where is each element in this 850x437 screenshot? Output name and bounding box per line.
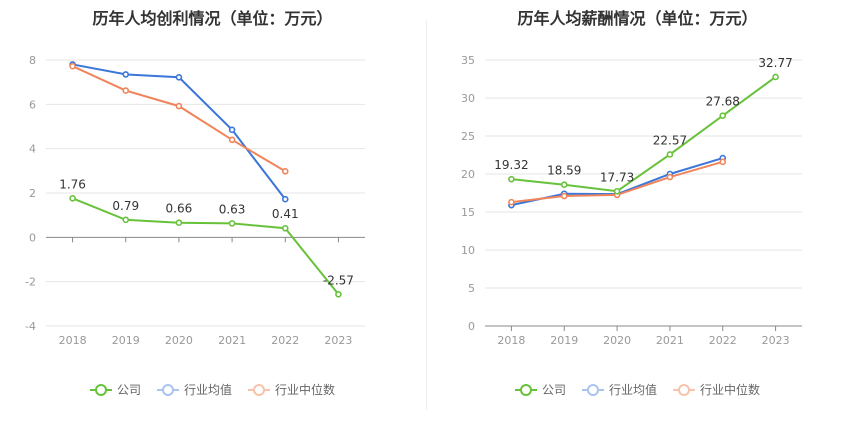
x-tick-label: 2021 — [218, 334, 246, 347]
data-label: 27.68 — [706, 95, 740, 109]
series-line — [72, 197, 340, 295]
legend-marker-icon — [514, 383, 537, 396]
data-label: 22.57 — [653, 133, 687, 147]
data-point — [508, 198, 515, 206]
legend-marker-icon — [581, 383, 604, 396]
y-tick-label: 20 — [461, 168, 475, 181]
data-point — [122, 216, 130, 224]
y-tick-label: -2 — [25, 276, 36, 289]
chart-legend: 公司 行业均值 行业中位数 — [0, 381, 425, 398]
data-point — [228, 126, 236, 134]
data-point — [560, 192, 568, 200]
profit-chart-panel: 历年人均创利情况（单位：万元） -4 -2 0 2 4 6 8 2018 2019 2020 202… — [0, 9, 425, 398]
data-point — [560, 181, 568, 189]
data-point — [613, 187, 621, 195]
legend-label: 公司 — [116, 383, 141, 397]
data-point — [175, 73, 183, 81]
data-point — [666, 151, 674, 158]
legend-marker-icon — [248, 383, 270, 396]
y-tick-label: 5 — [468, 282, 475, 295]
chart-title: 历年人均创利情况（单位：万元） — [92, 9, 333, 28]
x-tick-label: 2023 — [762, 334, 790, 347]
data-label: 32.77 — [758, 56, 792, 70]
data-point — [666, 173, 674, 181]
data-point — [122, 71, 130, 78]
legend-label: 行业中位数 — [700, 383, 761, 397]
y-tick-label: 4 — [29, 143, 36, 156]
legend-item-industry-median[interactable]: 行业中位数 — [673, 381, 760, 398]
y-tick-label: 15 — [461, 206, 475, 219]
y-tick-label: -4 — [25, 320, 36, 333]
series-line — [511, 76, 777, 193]
x-tick-label: 2022 — [271, 334, 299, 347]
chart-title: 历年人均薪酬情况（单位：万元） — [517, 9, 758, 28]
legend-marker-icon — [156, 383, 179, 396]
data-point — [719, 112, 727, 119]
x-tick-label: 2023 — [324, 334, 352, 347]
data-label: -2.57 — [323, 273, 354, 287]
legend-item-company[interactable]: 公司 — [89, 381, 141, 398]
data-point — [772, 73, 779, 81]
legend-label: 行业均值 — [608, 383, 657, 397]
data-label: 18.59 — [547, 164, 581, 178]
data-label: 0.41 — [272, 207, 299, 221]
data-label: 0.79 — [112, 199, 139, 213]
data-point — [281, 167, 289, 175]
chart-legend: 公司 行业均值 行业中位数 — [425, 381, 850, 398]
panel-divider — [426, 20, 427, 410]
y-tick-label: 10 — [461, 244, 475, 257]
data-point — [228, 220, 236, 227]
series-line — [72, 63, 287, 200]
data-label: 0.66 — [166, 202, 193, 216]
legend-item-industry-avg[interactable]: 行业均值 — [156, 381, 232, 398]
x-tick-label: 2020 — [603, 334, 631, 347]
data-point — [228, 136, 236, 144]
legend-item-industry-avg[interactable]: 行业均值 — [581, 381, 657, 398]
data-label: 17.73 — [600, 170, 634, 184]
legend-marker-icon — [89, 383, 112, 396]
data-point — [281, 195, 289, 203]
data-point — [335, 291, 342, 298]
legend-label: 行业均值 — [183, 383, 232, 397]
x-tick-label: 2019 — [112, 334, 140, 347]
y-tick-label: 0 — [29, 231, 36, 244]
data-point — [175, 102, 183, 110]
data-label: 1.76 — [59, 177, 86, 191]
profit-chart: -4 -2 0 2 4 6 8 2018 2019 2020 2021 2022 2023 1.76 0.7… — [25, 54, 365, 347]
data-point — [719, 158, 727, 166]
legend-item-industry-median[interactable]: 行业中位数 — [248, 381, 335, 398]
data-point — [122, 87, 130, 94]
data-label: 0.63 — [219, 202, 246, 216]
x-tick-label: 2020 — [165, 334, 193, 347]
data-point — [281, 224, 289, 232]
data-point — [69, 195, 76, 202]
legend-label: 公司 — [541, 383, 566, 397]
legend-label: 行业中位数 — [275, 383, 336, 397]
data-point — [175, 219, 183, 227]
data-point — [69, 62, 76, 70]
salary-chart-panel: 历年人均薪酬情况（单位：万元） 0 5 10 15 20 25 30 35 2018 2019 20… — [425, 0, 850, 437]
salary-chart: 0 5 10 15 20 25 30 35 2018 2019 2020 2021 2022 2023 19… — [461, 54, 802, 347]
x-tick-label: 2018 — [497, 334, 525, 347]
y-tick-label: 30 — [461, 92, 475, 105]
legend-marker-icon — [673, 383, 695, 396]
y-tick-label: 8 — [29, 54, 36, 67]
y-tick-label: 6 — [29, 98, 36, 111]
x-tick-label: 2022 — [709, 334, 737, 347]
y-tick-label: 2 — [29, 187, 36, 200]
data-point — [508, 175, 515, 183]
legend-item-company[interactable]: 公司 — [514, 381, 566, 398]
data-label: 19.32 — [494, 158, 528, 172]
series-line — [72, 65, 286, 173]
x-tick-label: 2019 — [550, 334, 578, 347]
x-tick-label: 2018 — [59, 334, 87, 347]
y-tick-label: 35 — [461, 54, 475, 67]
y-tick-label: 0 — [468, 320, 475, 333]
y-tick-label: 25 — [461, 130, 475, 143]
x-tick-label: 2021 — [656, 334, 684, 347]
